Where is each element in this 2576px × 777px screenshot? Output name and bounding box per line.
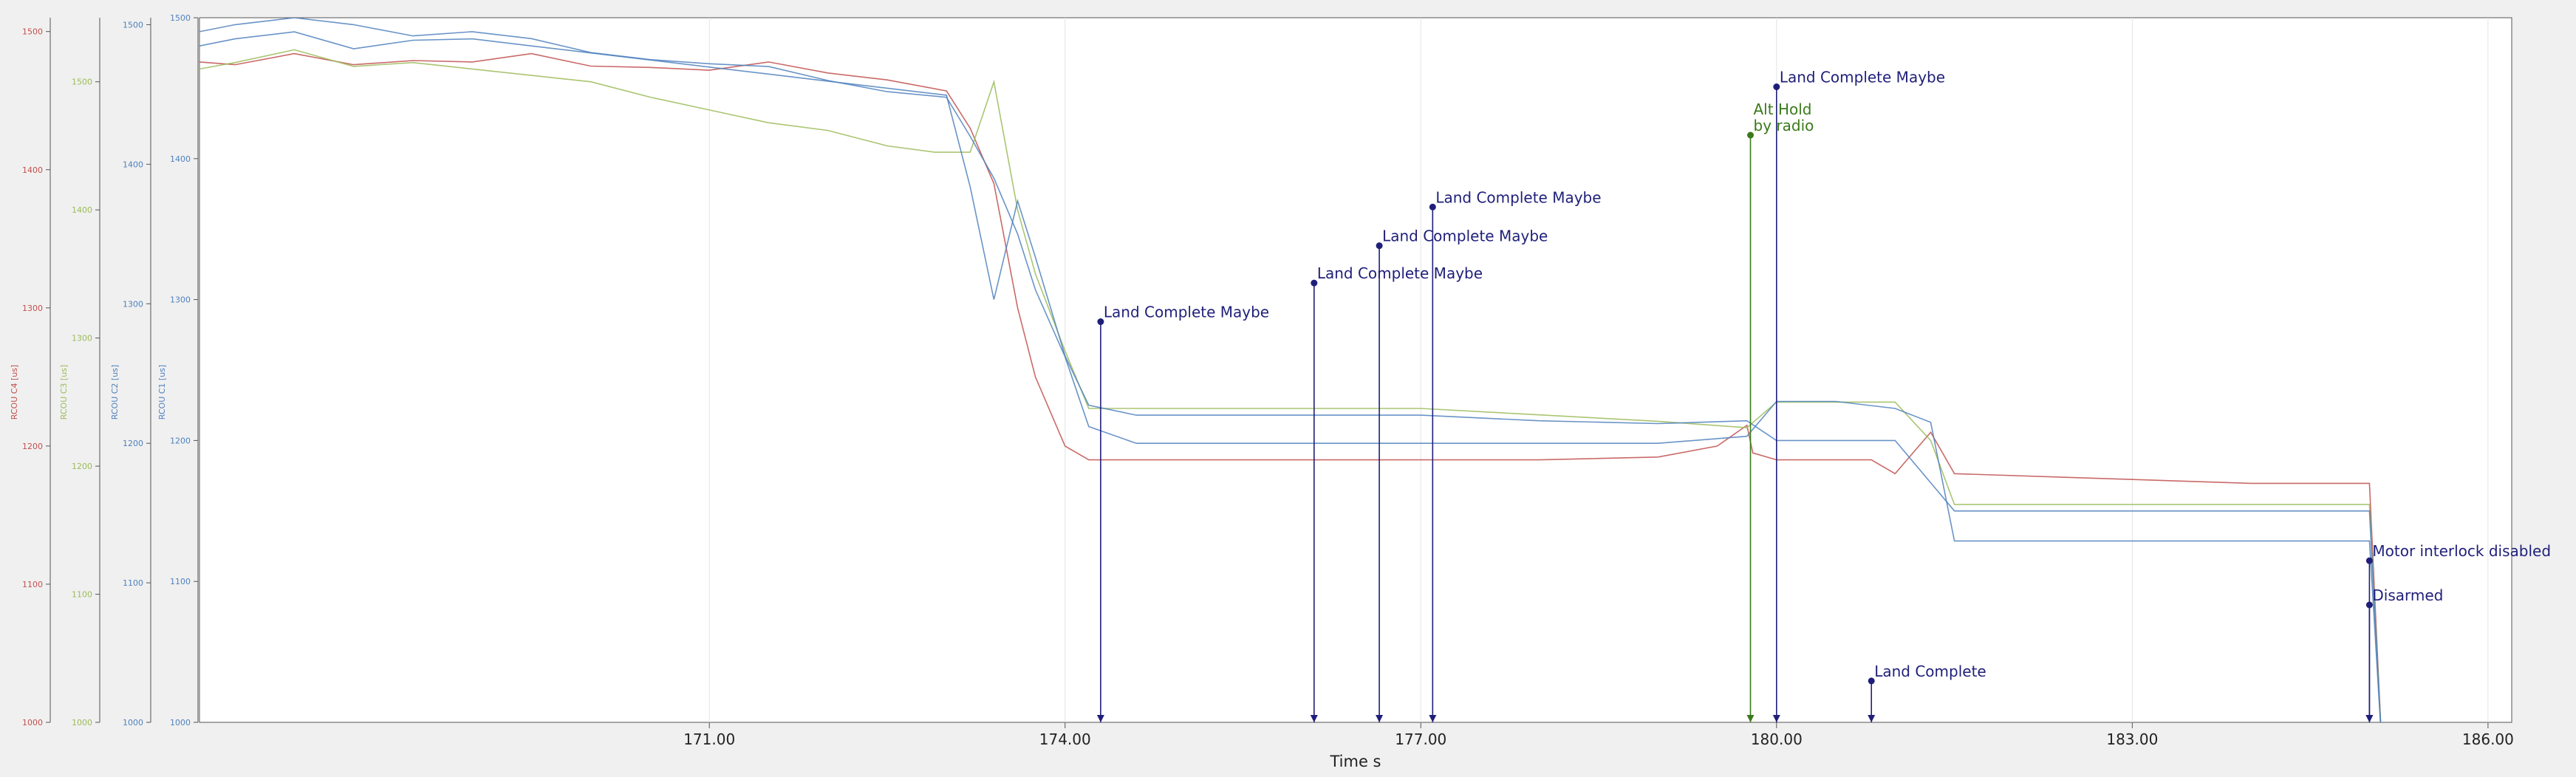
- y-tick-label: 1400: [22, 165, 43, 175]
- annotation-marker: [1376, 242, 1383, 250]
- annotation-label-line: Alt Hold: [1754, 100, 1812, 118]
- annotation-arrow: [1868, 715, 1876, 722]
- y-tick-label: 1300: [72, 334, 92, 343]
- y-tick-label: 1400: [170, 154, 191, 164]
- y-tick-label: 1300: [123, 299, 143, 309]
- y-tick-label: 1500: [170, 13, 191, 23]
- annotation-arrow: [1376, 715, 1384, 722]
- annotation-label: Land Complete Maybe: [1382, 227, 1548, 245]
- y-tick-label: 1200: [123, 439, 143, 448]
- annotation-label-line: Land Complete Maybe: [1104, 304, 1269, 321]
- annotation-label-line: Land Complete: [1874, 663, 1986, 680]
- y-tick-label: 1300: [170, 295, 191, 305]
- annotation-marker: [1097, 318, 1104, 326]
- annotation-label: Land Complete Maybe: [1435, 188, 1601, 206]
- annotation-label: Disarmed: [2372, 586, 2443, 604]
- annotation-label: Motor interlock disabled: [2372, 542, 2551, 560]
- y-tick-label: 1500: [22, 27, 43, 37]
- y-tick-label: 1100: [72, 590, 92, 600]
- y-tick-label: 1000: [72, 718, 92, 728]
- annotation-arrow: [1429, 715, 1437, 722]
- annotation-label-line: Land Complete Maybe: [1780, 69, 1945, 86]
- series-line: [199, 18, 2382, 722]
- annotation-label: Land Complete Maybe: [1317, 264, 1483, 282]
- annotation-arrow: [1746, 715, 1755, 722]
- x-tick-label: 186.00: [2462, 730, 2514, 748]
- y-tick-label: 1200: [22, 442, 43, 451]
- y-tick-label: 1100: [170, 577, 191, 586]
- y-tick-label: 1100: [22, 580, 43, 589]
- annotation-label: Alt Hold by radio: [1754, 100, 1814, 134]
- series-line: [199, 31, 2382, 722]
- annotation-marker: [1868, 677, 1875, 685]
- annotation-label-line: by radio: [1754, 117, 1814, 134]
- y-axis-label: RCOU C4 [us]: [10, 365, 19, 420]
- annotation-label-line: Land Complete Maybe: [1317, 264, 1483, 282]
- series-line: [199, 52, 2382, 722]
- y-axis-label: RCOU C2 [us]: [110, 365, 120, 420]
- annotation-arrow: [1310, 715, 1318, 722]
- y-axis-label: RCOU C3 [us]: [59, 365, 69, 420]
- y-axis-label: RCOU C1 [us]: [157, 365, 167, 420]
- annotation-marker: [1747, 131, 1755, 139]
- x-axis-label: Time s: [1329, 753, 1381, 770]
- annotation-label: Land Complete Maybe: [1780, 69, 1945, 86]
- annotation-label-line: Land Complete Maybe: [1435, 188, 1601, 206]
- x-tick-label: 177.00: [1395, 730, 1446, 748]
- annotation-arrow: [2365, 715, 2374, 722]
- annotation-label: Land Complete: [1874, 663, 1986, 680]
- y-tick-label: 1400: [72, 205, 92, 215]
- x-tick-label: 183.00: [2106, 730, 2158, 748]
- series-group: [199, 18, 2382, 722]
- x-tick-label: 180.00: [1751, 730, 1803, 748]
- annotation-marker: [2365, 557, 2373, 564]
- annotation-label: Land Complete Maybe: [1104, 304, 1269, 321]
- y-tick-label: 1200: [72, 462, 92, 471]
- y-tick-label: 1000: [123, 718, 143, 728]
- annotation-label-line: Land Complete Maybe: [1382, 227, 1548, 245]
- annotation-marker: [1429, 203, 1436, 210]
- y-tick-label: 1100: [123, 578, 143, 588]
- y-tick-label: 1500: [72, 78, 92, 87]
- y-tick-label: 1500: [123, 20, 143, 30]
- annotation-label-line: Disarmed: [2372, 586, 2443, 604]
- plot-area: [199, 17, 2512, 723]
- series-line: [199, 49, 2382, 722]
- y-tick-label: 1000: [170, 718, 191, 728]
- x-tick-label: 171.00: [683, 730, 735, 748]
- annotation-arrow: [1772, 715, 1780, 722]
- annotation-marker: [1773, 83, 1780, 91]
- y-tick-label: 1200: [170, 436, 191, 445]
- x-tick-label: 174.00: [1039, 730, 1091, 748]
- annotation-marker: [1311, 279, 1318, 287]
- annotation-label-line: Motor interlock disabled: [2372, 542, 2551, 560]
- y-tick-label: 1000: [22, 718, 43, 728]
- y-tick-label: 1300: [22, 304, 43, 313]
- y-tick-label: 1400: [123, 160, 143, 169]
- annotation-arrow: [1096, 715, 1104, 722]
